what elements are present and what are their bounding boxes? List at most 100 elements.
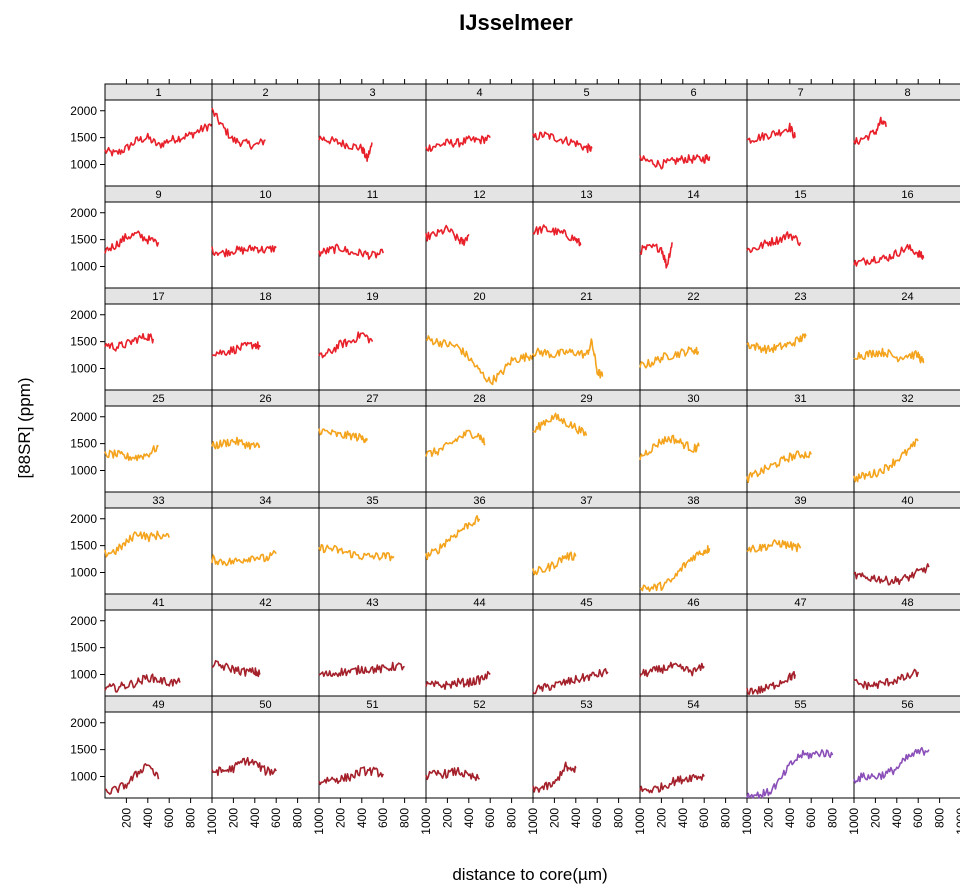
- y-tick-label: 2000: [70, 512, 97, 526]
- plot-area-39: [746, 507, 855, 595]
- panel-54: 54: [639, 695, 748, 799]
- series-line-38: [639, 545, 711, 592]
- y-tick-label: 1000: [70, 770, 97, 784]
- strip-label: 34: [259, 495, 271, 507]
- plot-area-4: [425, 99, 534, 187]
- strip-label: 42: [259, 597, 271, 609]
- strip-label: 15: [794, 189, 806, 201]
- series-line-39: [746, 539, 802, 553]
- panel-11: 11: [318, 185, 427, 289]
- x-tick-label: 600: [269, 808, 283, 828]
- strip-label: 40: [901, 495, 913, 507]
- strip-label: 22: [687, 291, 699, 303]
- strip-label: 7: [797, 87, 803, 99]
- plot-area-5: [532, 99, 641, 187]
- series-line-34: [211, 550, 277, 567]
- strip-label: 1: [155, 87, 161, 99]
- strip-label: 47: [794, 597, 806, 609]
- series-line-19: [318, 331, 374, 359]
- plot-area-18: [211, 303, 320, 391]
- series-line-36: [425, 515, 481, 561]
- x-tick-label: 600: [697, 808, 711, 828]
- plot-area-35: [318, 507, 427, 595]
- x-tick-label: 800: [719, 808, 733, 828]
- plot-area-53: [532, 711, 641, 799]
- y-tick-label: 2000: [70, 104, 97, 118]
- x-tick-label: 400: [462, 808, 476, 828]
- panel-13: 13: [532, 185, 641, 289]
- series-line-23: [746, 333, 807, 355]
- plot-area-43: [318, 609, 427, 697]
- x-tick-label: 400: [783, 808, 797, 828]
- strip-label: 26: [259, 393, 271, 405]
- series-line-51: [318, 766, 384, 786]
- panel-19: 19: [318, 287, 427, 391]
- series-line-9: [104, 230, 160, 254]
- x-tick-label: 400: [355, 808, 369, 828]
- series-line-5: [532, 131, 593, 154]
- panel-44: 44: [425, 593, 534, 697]
- panel-25: 25: [104, 389, 213, 493]
- y-tick-label: 1000: [70, 668, 97, 682]
- panel-14: 14: [639, 185, 748, 289]
- strip-label: 23: [794, 291, 806, 303]
- x-tick-label: 800: [826, 808, 840, 828]
- strip-label: 8: [904, 87, 910, 99]
- panel-24: 24: [853, 287, 960, 391]
- plot-area-29: [532, 405, 641, 493]
- strip-label: 10: [259, 189, 271, 201]
- strip-label: 41: [152, 597, 164, 609]
- panel-50: 50: [211, 695, 320, 799]
- strip-label: 16: [901, 189, 913, 201]
- x-tick-label: 600: [804, 808, 818, 828]
- plot-area-22: [639, 303, 748, 391]
- series-line-42: [211, 660, 261, 678]
- plot-area-6: [639, 99, 748, 187]
- x-tick-label: 600: [162, 808, 176, 828]
- x-tick-label: 600: [911, 808, 925, 828]
- strip-label: 13: [580, 189, 592, 201]
- strip-label: 5: [583, 87, 589, 99]
- x-tick-label: 400: [248, 808, 262, 828]
- series-line-54: [639, 773, 705, 794]
- plot-area-14: [639, 201, 748, 289]
- series-line-31: [746, 450, 812, 483]
- chart-title: IJsselmeer: [459, 10, 573, 35]
- series-line-14: [639, 242, 673, 269]
- strip-label: 12: [473, 189, 485, 201]
- panel-7: 7: [746, 83, 855, 187]
- plot-area-16: [853, 201, 960, 289]
- panel-41: 41: [104, 593, 213, 697]
- series-line-41: [104, 673, 181, 693]
- x-tick-label: 1000: [847, 808, 861, 835]
- series-line-46: [639, 661, 705, 678]
- plot-area-9: [104, 201, 213, 289]
- plot-area-20: [425, 303, 534, 391]
- panel-32: 32: [853, 389, 960, 493]
- series-line-40: [853, 563, 930, 586]
- strip-label: 19: [366, 291, 378, 303]
- panel-15: 15: [746, 185, 855, 289]
- plot-area-49: [104, 711, 213, 799]
- panel-53: 53: [532, 695, 641, 799]
- panel-2: 2: [211, 83, 320, 187]
- plot-area-15: [746, 201, 855, 289]
- strip-label: 56: [901, 699, 913, 711]
- panel-22: 22: [639, 287, 748, 391]
- plot-area-31: [746, 405, 855, 493]
- series-line-11: [318, 243, 384, 260]
- plot-area-19: [318, 303, 427, 391]
- panel-21: 21: [532, 287, 641, 391]
- y-tick-label: 2000: [70, 716, 97, 730]
- series-line-32: [853, 438, 919, 483]
- x-tick-label: 600: [376, 808, 390, 828]
- strip-label: 30: [687, 393, 699, 405]
- strip-label: 29: [580, 393, 592, 405]
- series-line-2: [211, 107, 266, 150]
- x-tick-label: 200: [333, 808, 347, 828]
- x-tick-label: 800: [398, 808, 412, 828]
- plot-area-24: [853, 303, 960, 391]
- panel-16: 16: [853, 185, 960, 289]
- series-line-52: [425, 766, 480, 782]
